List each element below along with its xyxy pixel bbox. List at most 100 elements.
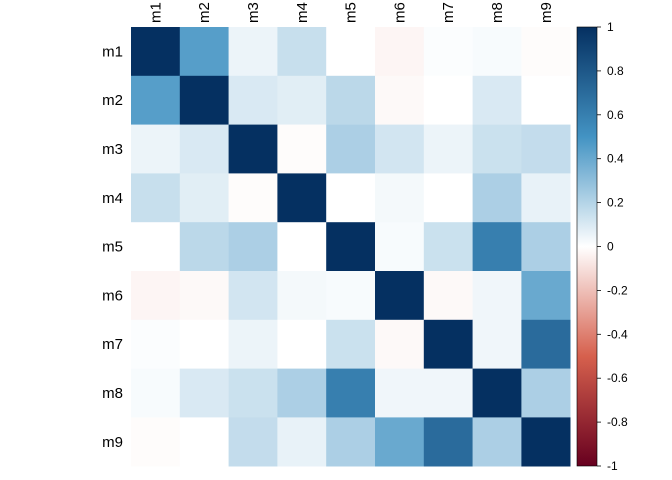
cell-m5-m9 — [521, 222, 571, 272]
cell-m4-m5 — [326, 173, 376, 223]
col-label-m6: m6 — [391, 2, 408, 23]
cell-m7-m7 — [423, 319, 473, 369]
cell-m2-m1 — [131, 75, 181, 125]
col-label-m9: m9 — [538, 2, 555, 23]
cell-m1-m7 — [423, 27, 473, 77]
cell-m1-m5 — [326, 27, 376, 77]
cell-m2-m4 — [277, 75, 327, 125]
cell-m7-m3 — [228, 319, 278, 369]
cell-m4-m7 — [423, 173, 473, 223]
row-label-m2: m2 — [102, 92, 123, 109]
row-label-m6: m6 — [102, 287, 123, 304]
colorbar-tick-label: -0.8 — [607, 415, 628, 429]
cell-m9-m7 — [423, 417, 473, 467]
col-label-m3: m3 — [245, 2, 262, 23]
cell-m3-m8 — [472, 124, 522, 174]
row-label-m5: m5 — [102, 239, 123, 256]
cell-m9-m2 — [179, 417, 229, 467]
cell-m7-m1 — [131, 319, 181, 369]
cell-m8-m2 — [179, 368, 229, 418]
cell-m4-m1 — [131, 173, 181, 223]
cell-m4-m8 — [472, 173, 522, 223]
cell-m5-m7 — [423, 222, 473, 272]
row-label-m4: m4 — [102, 190, 123, 207]
cell-m8-m8 — [472, 368, 522, 418]
row-labels: m1 m2 m3 m4 m5 m6 m7 m8 m9 — [102, 43, 123, 450]
colorbar-tick-label: 0.2 — [607, 196, 624, 210]
col-label-m7: m7 — [440, 2, 457, 23]
cell-m8-m5 — [326, 368, 376, 418]
colorbar-tick-label: -0.4 — [607, 327, 628, 341]
row-label-m8: m8 — [102, 385, 123, 402]
cell-m5-m3 — [228, 222, 278, 272]
cell-m5-m2 — [179, 222, 229, 272]
cell-m2-m8 — [472, 75, 522, 125]
colorbar-tick-label: 0.4 — [607, 152, 624, 166]
cell-m8-m4 — [277, 368, 327, 418]
cell-m1-m2 — [179, 27, 229, 77]
cell-m5-m8 — [472, 222, 522, 272]
colorbar-tick-label: -0.6 — [607, 371, 628, 385]
cell-m5-m1 — [131, 222, 181, 272]
cell-m6-m4 — [277, 271, 327, 321]
colorbar-tick-label: 0 — [607, 240, 614, 254]
cell-m9-m5 — [326, 417, 376, 467]
colorbar-gradient — [576, 26, 598, 467]
cell-m7-m2 — [179, 319, 229, 369]
cell-m6-m9 — [521, 271, 571, 321]
col-label-m5: m5 — [343, 2, 360, 23]
cell-m4-m3 — [228, 173, 278, 223]
cell-m4-m2 — [179, 173, 229, 223]
cell-m5-m4 — [277, 222, 327, 272]
cell-m3-m4 — [277, 124, 327, 174]
cell-m5-m5 — [326, 222, 376, 272]
cell-m1-m3 — [228, 27, 278, 77]
cell-m1-m6 — [375, 27, 425, 77]
col-label-m8: m8 — [489, 2, 506, 23]
cell-m3-m9 — [521, 124, 571, 174]
cell-m9-m9 — [521, 417, 571, 467]
cell-m2-m7 — [423, 75, 473, 125]
cell-m4-m6 — [375, 173, 425, 223]
cell-m9-m6 — [375, 417, 425, 467]
cell-m6-m8 — [472, 271, 522, 321]
cell-m6-m5 — [326, 271, 376, 321]
cell-m3-m7 — [423, 124, 473, 174]
colorbar: 1 0.8 0.6 0.4 0.2 0 -0.2 -0.4 -0.6 -0.8 -1 — [576, 20, 628, 473]
heatmap-cells — [131, 27, 571, 467]
row-label-m3: m3 — [102, 141, 123, 158]
cell-m2-m6 — [375, 75, 425, 125]
cell-m2-m2 — [179, 75, 229, 125]
cell-m6-m7 — [423, 271, 473, 321]
cell-m1-m4 — [277, 27, 327, 77]
cell-m6-m1 — [131, 271, 181, 321]
cell-m3-m3 — [228, 124, 278, 174]
row-label-m1: m1 — [102, 43, 123, 60]
cell-m9-m8 — [472, 417, 522, 467]
cell-m3-m1 — [131, 124, 181, 174]
cell-m7-m5 — [326, 319, 376, 369]
colorbar-tick-label: 0.6 — [607, 108, 624, 122]
col-label-m1: m1 — [147, 2, 164, 23]
cell-m5-m6 — [375, 222, 425, 272]
colorbar-tick-label: 0.8 — [607, 64, 624, 78]
cell-m2-m3 — [228, 75, 278, 125]
cell-m3-m2 — [179, 124, 229, 174]
cell-m6-m6 — [375, 271, 425, 321]
cell-m1-m1 — [131, 27, 181, 77]
colorbar-tick-label: 1 — [607, 20, 614, 34]
cell-m4-m9 — [521, 173, 571, 223]
cell-m3-m5 — [326, 124, 376, 174]
row-label-m7: m7 — [102, 336, 123, 353]
column-labels: m1 m2 m3 m4 m5 m6 m7 m8 m9 — [147, 2, 554, 23]
row-label-m9: m9 — [102, 434, 123, 451]
cell-m4-m4 — [277, 173, 327, 223]
colorbar-tick-label: -1 — [607, 459, 618, 473]
cell-m7-m9 — [521, 319, 571, 369]
cell-m9-m1 — [131, 417, 181, 467]
cell-m8-m9 — [521, 368, 571, 418]
cell-m3-m6 — [375, 124, 425, 174]
col-label-m2: m2 — [196, 2, 213, 23]
cell-m6-m2 — [179, 271, 229, 321]
